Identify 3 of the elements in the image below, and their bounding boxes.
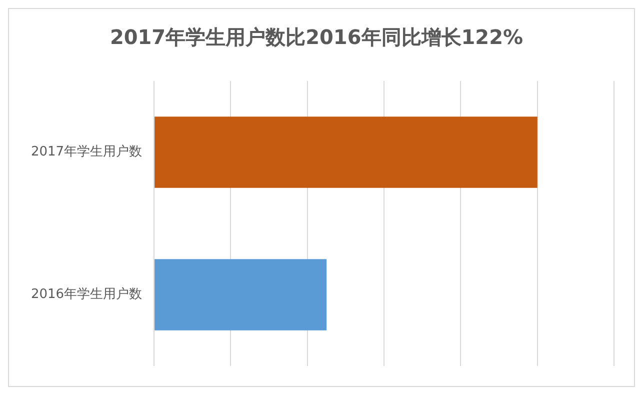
y-tick-label: 2017年学生用户数 <box>30 144 142 160</box>
y-tick-label: 2016年学生用户数 <box>30 287 142 302</box>
chart-title: 2017年学生用户数比2016年同比增长122% <box>110 25 524 50</box>
